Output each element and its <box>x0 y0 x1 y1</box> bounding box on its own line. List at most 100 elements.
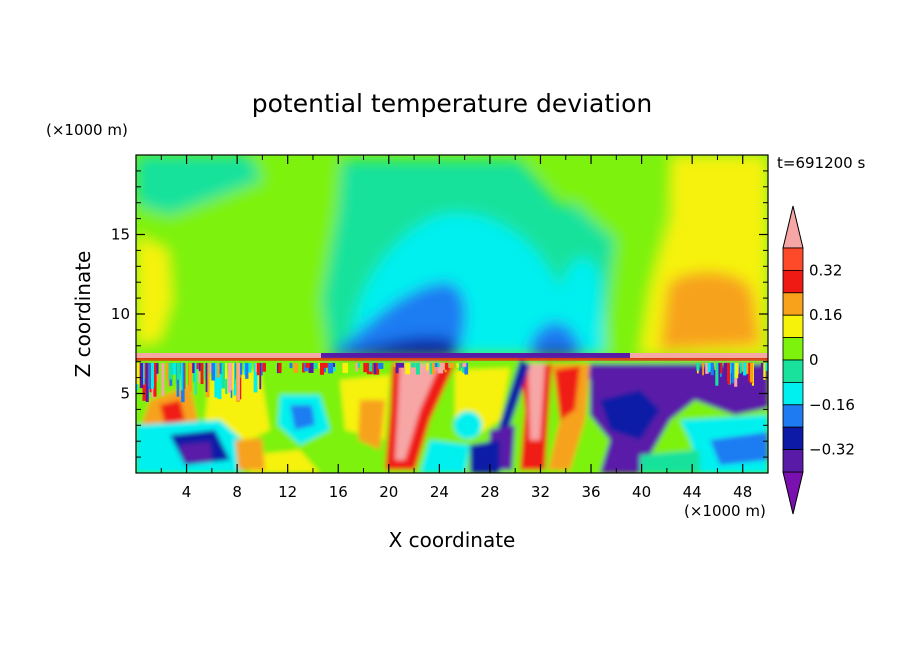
boundary-streak <box>218 362 223 374</box>
boundary-streak <box>462 362 467 368</box>
boundary-streak <box>137 362 139 370</box>
boundary-streak <box>366 362 373 372</box>
x-tick-label: 20 <box>379 483 398 501</box>
boundary-streak <box>145 362 149 403</box>
boundary-streak <box>302 362 306 373</box>
boundary-streak <box>214 362 219 398</box>
boundary-streak <box>278 362 282 373</box>
boundary-streak <box>405 362 411 375</box>
boundary-streak <box>342 362 349 373</box>
boundary-streak <box>393 362 397 368</box>
boundary-streak <box>253 362 258 393</box>
lower-blue-eddy-mid <box>290 405 315 430</box>
colorbar-band <box>782 269 804 294</box>
boundary-streak <box>696 362 700 371</box>
boundary-streak <box>377 362 384 369</box>
boundary-streak <box>188 362 193 392</box>
boundary-streak <box>355 362 358 372</box>
boundary-streak <box>322 362 328 368</box>
lower-yellow-bottom <box>250 450 320 473</box>
boundary-strip-red <box>136 358 768 361</box>
contour-field <box>136 155 768 473</box>
boundary-streak <box>717 362 721 385</box>
boundary-streak <box>319 362 324 375</box>
boundary-streak <box>464 362 469 375</box>
lower-blue-right <box>710 432 768 465</box>
boundary-streak <box>172 362 177 375</box>
boundary-streak <box>237 362 240 401</box>
y-tick-label: 5 <box>120 385 130 403</box>
boundary-streak <box>239 362 242 400</box>
colorbar-band <box>782 314 804 339</box>
boundary-streak <box>426 362 429 371</box>
x-tick-label: 4 <box>182 483 192 501</box>
x-tick-label: 12 <box>278 483 297 501</box>
boundary-strip-pink-left <box>136 353 321 358</box>
boundary-streak <box>720 362 723 374</box>
lower-red-mid <box>358 400 385 450</box>
boundary-streak <box>289 362 293 369</box>
x-tick-label: 48 <box>733 483 752 501</box>
boundary-streak <box>734 362 739 379</box>
boundary-streak <box>177 362 181 380</box>
boundary-streak <box>148 362 151 389</box>
colorbar: 0.32 0.16 0 −0.16 −0.32 <box>782 205 855 515</box>
x-tick-label: 8 <box>232 483 242 501</box>
time-label: t=691200 s <box>777 154 865 172</box>
colorbar-band <box>782 337 804 361</box>
boundary-streak <box>448 362 454 369</box>
boundary-streak <box>715 362 719 386</box>
x-tick-label: 24 <box>430 483 449 501</box>
boundary-streak <box>445 362 449 370</box>
upper-blue-bump <box>528 322 585 355</box>
boundary-streak <box>180 362 183 391</box>
x-tick-label: 36 <box>581 483 600 501</box>
boundary-streak <box>248 362 252 373</box>
boundary-streak <box>293 362 299 373</box>
lower-pink-plume-left <box>395 364 440 460</box>
boundary-streak <box>327 362 334 374</box>
boundary-streak <box>139 362 144 389</box>
boundary-streak <box>363 362 370 373</box>
colorbar-band <box>782 381 804 406</box>
x-unit-label: (×1000 m) <box>684 502 766 520</box>
boundary-streak <box>357 362 360 368</box>
lower-purple-bottom-left <box>180 442 212 462</box>
boundary-streak <box>702 362 704 376</box>
lower-red-left <box>160 400 185 425</box>
boundary-streak <box>223 362 228 379</box>
boundary-streak <box>256 362 261 376</box>
boundary-streak <box>198 362 200 384</box>
x-tick-label: 32 <box>531 483 550 501</box>
boundary-streak <box>732 362 736 379</box>
boundary-streak <box>193 362 196 382</box>
lower-navy-right <box>600 390 660 440</box>
boundary-streak <box>181 362 185 403</box>
y-tick-label: 15 <box>111 226 130 244</box>
boundary-streak <box>431 362 435 375</box>
colorbar-label: −0.32 <box>809 441 855 459</box>
lower-cyan-eddy <box>454 411 482 439</box>
colorbar-band <box>782 247 804 271</box>
boundary-streak <box>707 362 711 373</box>
boundary-streak <box>221 362 225 389</box>
boundary-streak <box>437 362 444 374</box>
colorbar-band <box>782 359 804 383</box>
y-unit-label: (×1000 m) <box>46 121 128 139</box>
upper-layer <box>136 155 768 357</box>
boundary-streaks <box>136 362 768 403</box>
boundary-streak <box>194 362 197 395</box>
boundary-streak <box>211 362 216 381</box>
boundary-streak <box>136 362 140 385</box>
boundary-streak <box>205 362 210 398</box>
boundary-streak <box>723 362 728 385</box>
x-tick-label: 44 <box>683 483 702 501</box>
boundary-streak <box>458 362 462 371</box>
boundary-streak <box>255 362 258 373</box>
boundary-streak <box>311 362 318 369</box>
boundary-streak <box>731 362 734 384</box>
lower-purple-right <box>582 364 768 473</box>
boundary-streak <box>415 362 420 375</box>
x-axis-label: X coordinate <box>389 528 516 552</box>
